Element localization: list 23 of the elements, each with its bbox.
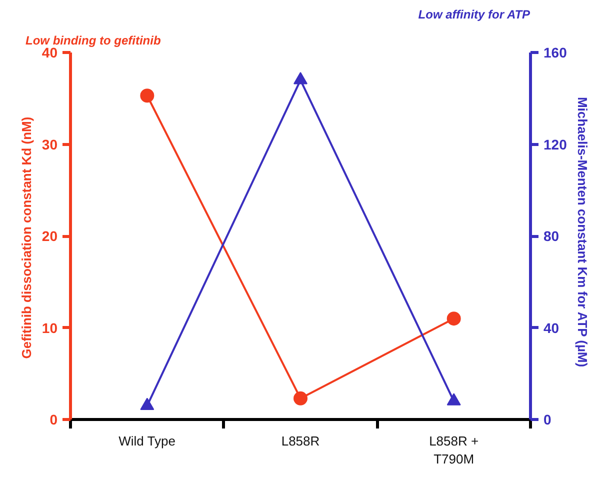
y2-tick-label: 120 (544, 136, 568, 152)
text: Low affinity for ATP (418, 8, 532, 22)
point (294, 72, 308, 84)
y-tick-label: 30 (42, 136, 58, 152)
y-tick-label: 40 (42, 44, 58, 60)
point (140, 398, 154, 410)
y-axis-title: Gefitinib dissociation constant Kd (nM) (18, 116, 34, 359)
y-tick-label: 20 (42, 228, 58, 244)
y2-tick-label: 0 (544, 412, 552, 428)
y2-tick-label: 160 (544, 44, 568, 60)
x-tick-label: L858R (281, 434, 320, 448)
x-tick-label: Wild Type (118, 434, 176, 448)
y-tick-label: 10 (42, 320, 58, 336)
point (446, 312, 461, 326)
y2-tick-label: 80 (544, 228, 560, 244)
y-tick-label: 0 (50, 412, 58, 428)
text: Low binding to gefitinib (26, 34, 161, 48)
x-tick-label: L858R + T790M (429, 434, 479, 466)
y2-axis-title: Michaelis-Menten constant Km for ATP (µM) (574, 96, 590, 368)
y2-tick-label: 40 (544, 320, 560, 336)
point (294, 391, 308, 406)
point (140, 88, 154, 103)
point (446, 393, 461, 406)
